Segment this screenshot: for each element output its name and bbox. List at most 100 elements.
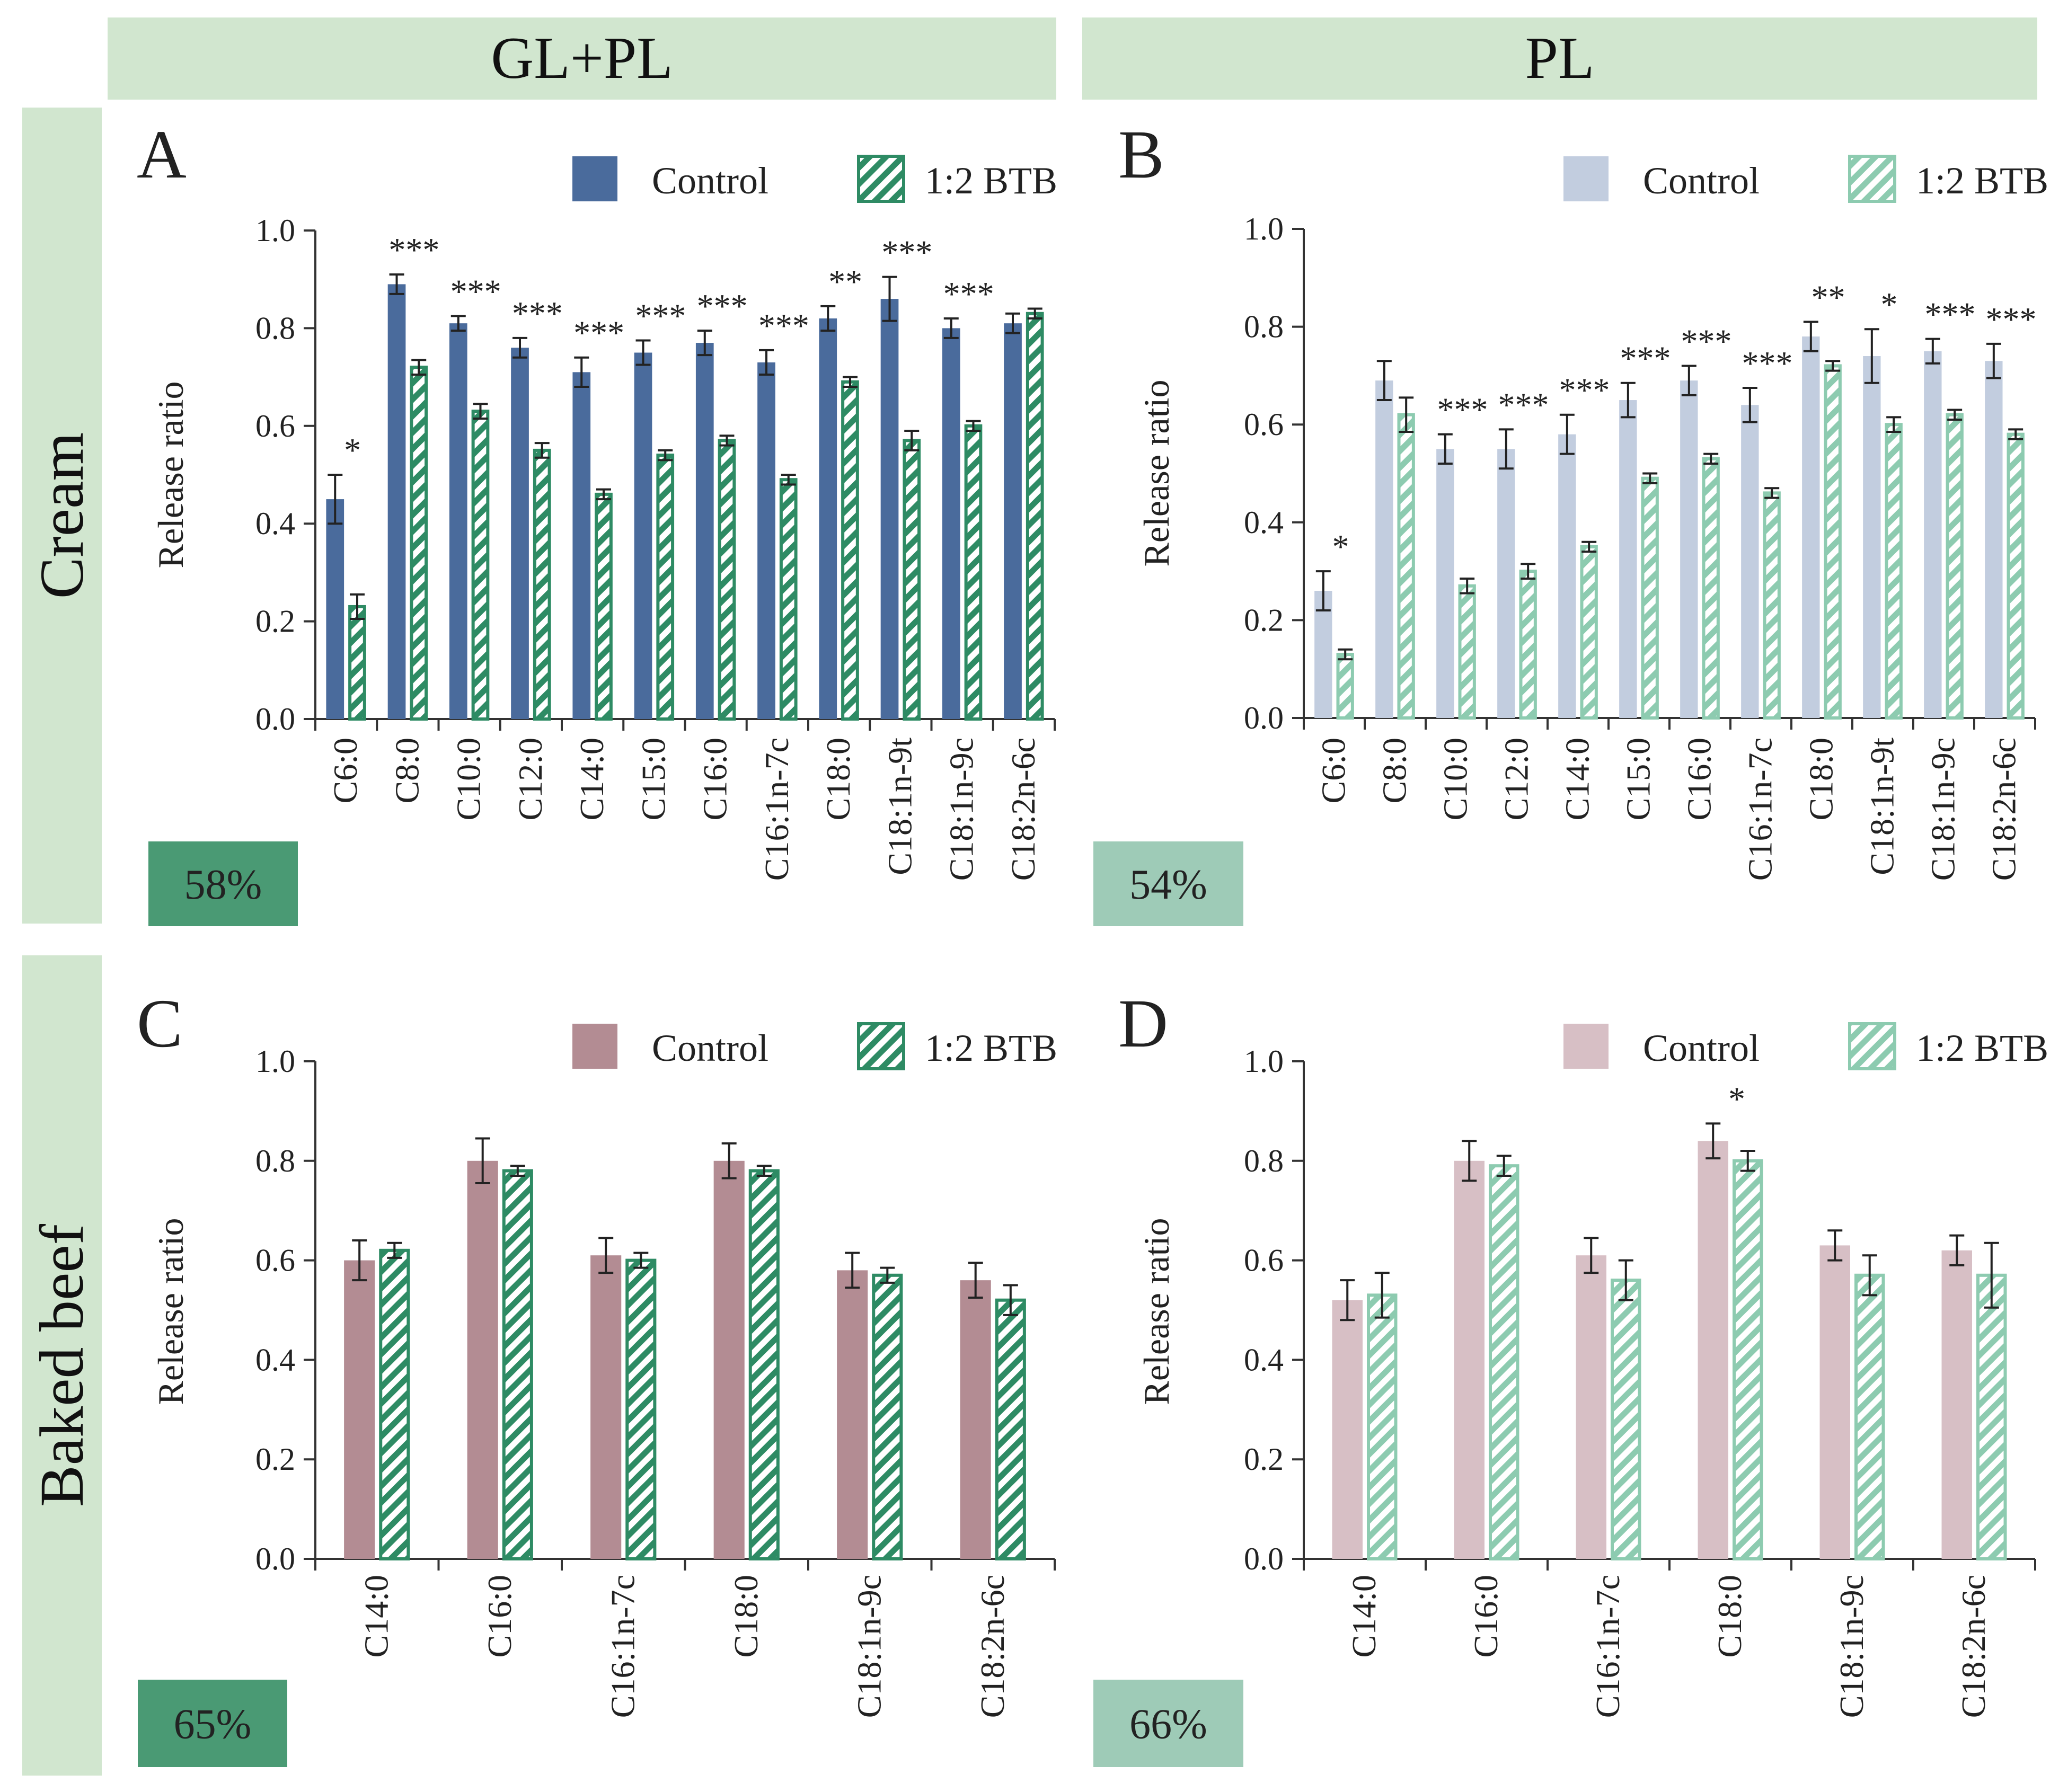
error-bar-control	[328, 474, 343, 525]
legend: Control 1:2 BTB	[572, 155, 1057, 203]
bar-control	[1558, 434, 1576, 718]
bar-control	[1819, 1245, 1850, 1559]
x-category-label: C14:0	[357, 1575, 395, 1657]
error-bar-control	[845, 1252, 860, 1289]
percentage-badge	[148, 841, 298, 926]
error-bar-control	[1437, 433, 1453, 465]
error-bar-control	[820, 305, 836, 332]
bar-btb	[1580, 545, 1598, 720]
error-bar-control	[574, 356, 589, 388]
bar-control	[1576, 1255, 1606, 1559]
bar-control	[467, 1160, 498, 1559]
legend: Control 1:2 BTB	[1563, 1022, 2048, 1070]
bar-btb	[1367, 1293, 1398, 1561]
x-category-label: C16:1n-7c	[758, 738, 796, 881]
y-tick-label: 0.2	[255, 1442, 295, 1477]
bar-control	[1314, 591, 1332, 718]
significance-marker: ***	[635, 297, 686, 334]
panel-d: D Control 1:2 BTB 0.0 0.2 0.4 0.6 0.8 1.0 Release…	[1093, 986, 2048, 1767]
error-bar-control	[1986, 342, 2001, 379]
y-tick-label: 0.0	[255, 702, 295, 737]
bar-btb	[1702, 457, 1720, 720]
x-category-label: C16:0	[1467, 1575, 1505, 1657]
panel-letter: A	[137, 117, 187, 193]
error-bar-control	[1620, 382, 1636, 419]
x-category-label: C18:0	[727, 1575, 765, 1657]
bar-btb	[379, 1248, 410, 1561]
bar-btb	[1336, 653, 1354, 720]
bar-btb	[1824, 364, 1842, 720]
error-bar-control	[389, 273, 404, 295]
bar-control	[387, 284, 406, 719]
y-tick-label: 0.0	[1244, 1541, 1284, 1576]
legend-swatch-control	[572, 1024, 617, 1069]
bar-control	[634, 352, 652, 719]
bar-control	[837, 1270, 868, 1559]
legend-swatch-btb	[857, 155, 905, 203]
error-bar-control	[697, 330, 712, 357]
bar-control	[1436, 449, 1454, 718]
bar-btb	[471, 410, 490, 721]
y-tick-label: 0.0	[255, 1541, 295, 1576]
bar-control	[1619, 400, 1637, 718]
error-bar-btb	[596, 488, 611, 501]
error-bar-btb	[1825, 360, 1841, 372]
y-tick-label: 0.4	[255, 1342, 295, 1377]
error-bar-btb	[510, 1165, 525, 1177]
bar-btb	[995, 1298, 1026, 1560]
error-bar-btb	[1886, 416, 1902, 433]
bar-control	[1497, 449, 1515, 718]
error-bar-btb	[1618, 1259, 1633, 1301]
x-category-label: C12:0	[1498, 738, 1535, 820]
significance-marker: ***	[758, 307, 809, 344]
y-tick-label: 0.2	[1244, 1442, 1284, 1477]
y-tick-label: 0.4	[255, 506, 295, 541]
bar-control	[1332, 1300, 1363, 1559]
error-bar-control	[721, 1142, 737, 1179]
legend-label-btb: 1:2 BTB	[1916, 159, 2048, 202]
significance-marker: ***	[1498, 386, 1549, 423]
legend-swatch-btb	[1848, 1022, 1896, 1070]
error-bar-control	[1827, 1229, 1843, 1262]
error-bar-control	[475, 1137, 490, 1185]
x-category-label: C16:1n-7c	[604, 1575, 641, 1718]
significance-marker: ***	[1986, 300, 2037, 338]
error-bar-btb	[1027, 307, 1042, 320]
bar-btb	[1854, 1273, 1885, 1560]
x-category-label: C14:0	[1345, 1575, 1383, 1657]
y-tick-label: 0.2	[255, 604, 295, 639]
bar-control	[1741, 405, 1759, 718]
error-bar-control	[1376, 360, 1392, 402]
error-bar-btb	[1399, 396, 1414, 433]
legend-label-control: Control	[652, 1027, 768, 1069]
significance-marker: ***	[388, 231, 439, 269]
error-bar-btb	[781, 474, 796, 486]
y-tick-label: 1.0	[255, 213, 295, 248]
y-axis-label: Release ratio	[1136, 379, 1177, 566]
error-bar-control	[1706, 1122, 1721, 1160]
significance-marker: ***	[573, 314, 624, 352]
significance-marker: ***	[450, 272, 501, 310]
error-bar-btb	[1338, 648, 1353, 661]
bar-control	[1004, 323, 1022, 719]
y-tick-label: 0.6	[1244, 407, 1284, 442]
y-tick-label: 0.2	[1244, 602, 1284, 637]
y-axis-label: Release ratio	[1136, 1218, 1177, 1405]
significance-marker: ***	[697, 287, 748, 325]
x-category-label: C18:1n-9t	[1863, 738, 1901, 875]
error-bar-btb	[2008, 428, 2024, 440]
error-bar-btb	[1496, 1155, 1512, 1177]
column-header-label: GL+PL	[491, 25, 673, 91]
x-category-label: C6:0	[326, 738, 364, 803]
error-bar-btb	[1740, 1150, 1755, 1172]
y-tick-label: 1.0	[1244, 211, 1284, 246]
y-tick-label: 0.0	[1244, 700, 1284, 735]
bar-btb	[1489, 1164, 1519, 1560]
bar-btb	[1733, 1159, 1763, 1561]
bar-btb	[964, 424, 983, 721]
x-category-label: C18:1n-9t	[881, 738, 918, 875]
x-category-label: C18:2n-6c	[1955, 1575, 1992, 1718]
bar-control	[713, 1160, 745, 1559]
percentage-badge-label: 65%	[174, 1701, 252, 1748]
